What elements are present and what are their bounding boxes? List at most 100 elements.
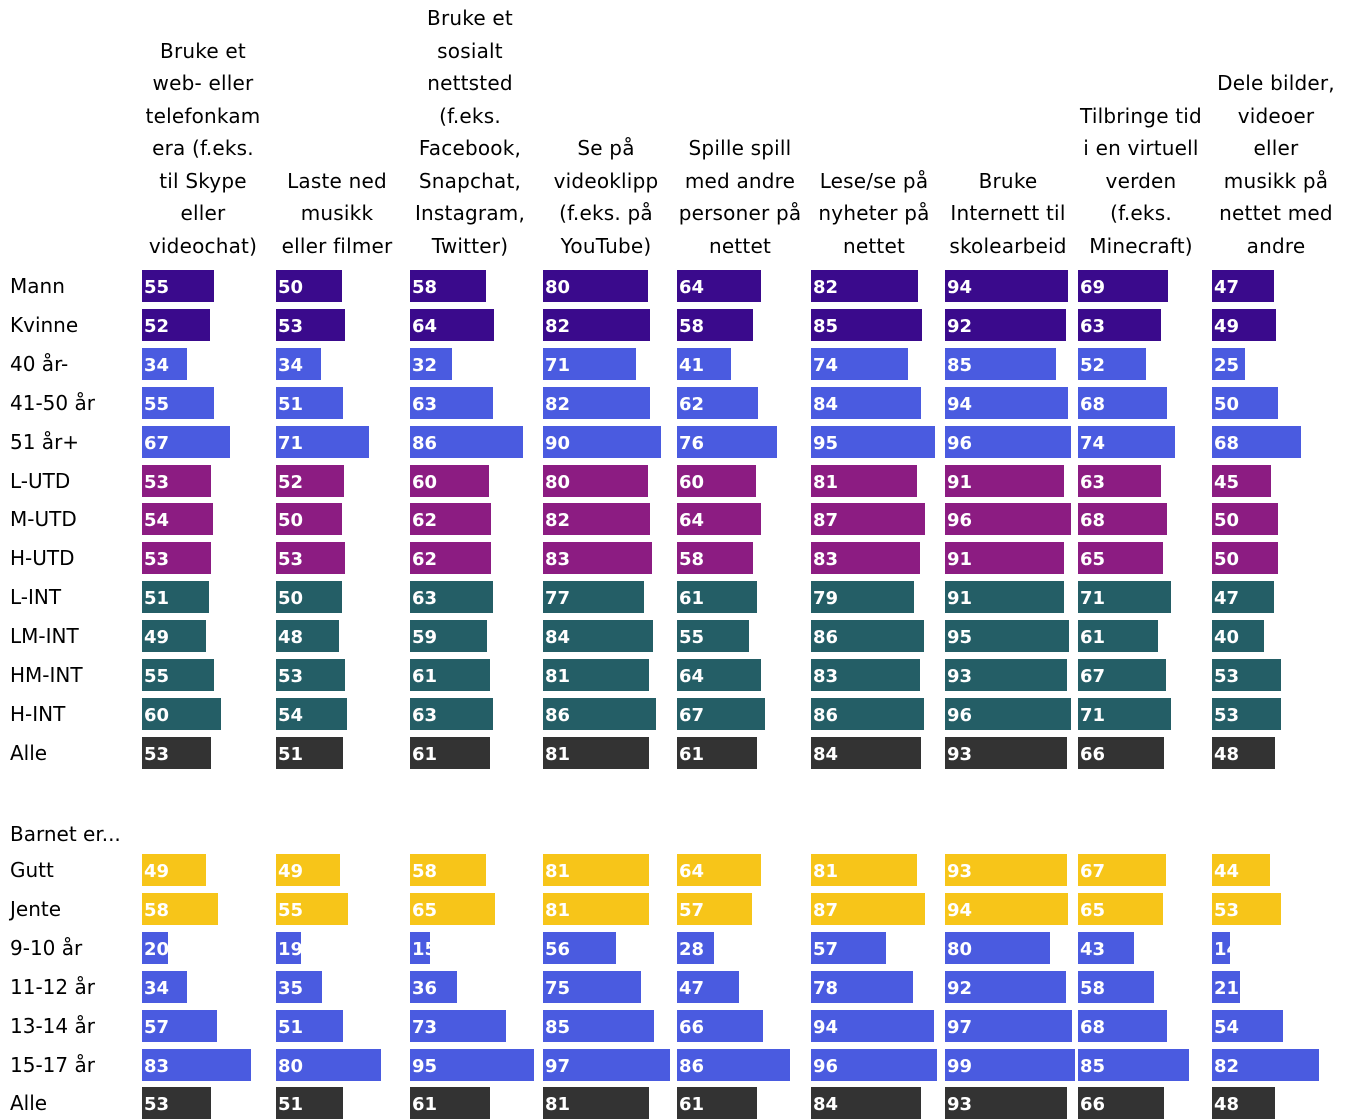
bar — [1212, 854, 1270, 886]
bar — [543, 970, 641, 1003]
bar-value-label: 50 — [278, 588, 304, 610]
bar — [410, 736, 490, 769]
bar — [142, 1048, 251, 1081]
bar — [945, 1048, 1075, 1081]
bar-value-label: 63 — [412, 393, 438, 415]
bar — [677, 542, 753, 575]
bar — [142, 736, 211, 769]
bar-value-label: 51 — [278, 393, 304, 415]
bar — [677, 659, 761, 691]
bar — [543, 620, 653, 653]
bar-value-label: 96 — [813, 1055, 839, 1077]
bar-value-label: 55 — [679, 627, 705, 649]
bar-value-label: 81 — [545, 666, 571, 687]
bar — [543, 386, 650, 419]
bar-value-label: 94 — [813, 1016, 839, 1038]
column-header-line: skolearbeid — [949, 233, 1067, 258]
column-header-line: andre — [1246, 233, 1306, 258]
bar-value-label: 61 — [679, 1094, 705, 1116]
bar — [410, 503, 491, 536]
bar — [276, 892, 348, 925]
bar-value-label: 53 — [144, 1094, 170, 1116]
bar-value-label: 49 — [1214, 315, 1240, 337]
column-header-line: Instagram, — [414, 201, 526, 225]
column-header: Dele bilder, videoer eller musikk på nettet … — [1209, 0, 1343, 262]
bar-value-label: 81 — [545, 861, 571, 882]
bar-value-label: 99 — [947, 1055, 973, 1077]
bar — [410, 581, 493, 614]
bar — [945, 1009, 1072, 1042]
column-header: Bruke et web- eller telefonkam era (f.eks. t… — [136, 0, 270, 262]
bar-value-label: 47 — [679, 977, 705, 999]
bar — [811, 620, 924, 653]
bar — [142, 308, 210, 341]
bar — [811, 970, 913, 1003]
bar-value-label: 80 — [545, 471, 571, 493]
column-header-line: videoklipp — [553, 168, 659, 193]
bar-value-label: 34 — [144, 354, 170, 376]
bar — [410, 1087, 490, 1119]
column-header-line: era (f.eks. — [152, 136, 254, 160]
bar — [410, 1048, 534, 1081]
bar-value-label: 71 — [278, 432, 304, 454]
bar-value-label: 15 — [412, 938, 438, 960]
row-label: L-UTD — [10, 468, 71, 493]
bar-value-label: 50 — [1214, 510, 1240, 532]
column-header-line: eller filmer — [281, 233, 393, 258]
bar-value-label: 54 — [278, 704, 304, 726]
bar-value-label: 61 — [412, 743, 438, 765]
bar-value-label: 71 — [545, 354, 571, 376]
bar — [677, 425, 777, 458]
bar — [1212, 347, 1245, 380]
column-header-line: Tilbringe tid — [1080, 103, 1202, 128]
bar-value-label: 63 — [1080, 471, 1106, 493]
bar-value-label: 83 — [545, 549, 571, 571]
bar-value-label: 74 — [1080, 432, 1106, 454]
bar — [410, 464, 489, 497]
bar-value-label: 92 — [947, 977, 973, 999]
bar — [1212, 464, 1271, 497]
bar — [543, 270, 648, 302]
bar — [142, 270, 214, 302]
bar-value-label: 59 — [412, 627, 438, 649]
bar-value-label: 71 — [1080, 588, 1106, 610]
bar-value-label: 51 — [278, 743, 304, 765]
bar-value-label: 95 — [947, 627, 973, 649]
bar-value-label: 61 — [679, 588, 705, 610]
bar-value-label: 49 — [144, 861, 170, 882]
bar — [945, 931, 1050, 964]
bar — [677, 697, 765, 730]
bar-value-label: 64 — [679, 277, 705, 298]
bar-value-label: 86 — [545, 704, 571, 726]
bar — [543, 1048, 670, 1081]
bar-value-label: 95 — [813, 432, 839, 454]
bar — [142, 659, 214, 691]
column-header-line: videochat) — [148, 233, 258, 258]
bar-value-label: 19 — [278, 938, 304, 960]
bar-value-label: 58 — [412, 277, 438, 298]
bar-value-label: 53 — [278, 666, 304, 687]
column-header-line: (f.eks. på — [559, 201, 653, 225]
bar-value-label: 53 — [278, 315, 304, 337]
bar — [410, 270, 486, 302]
bar — [410, 1009, 506, 1042]
bar-value-label: 85 — [1080, 1055, 1106, 1077]
bar — [142, 1009, 217, 1042]
bar — [1212, 542, 1278, 575]
bar — [1212, 270, 1274, 302]
bar-value-label: 55 — [278, 899, 304, 921]
column-header-line: Lese/se på — [819, 168, 929, 193]
bar — [1078, 464, 1161, 497]
row-label: Gutt — [10, 858, 54, 882]
bar — [543, 892, 649, 925]
bar-value-label: 41 — [679, 354, 705, 376]
bar-value-label: 40 — [1214, 627, 1240, 649]
bar-value-label: 60 — [679, 471, 705, 493]
bar-value-label: 51 — [278, 1016, 304, 1038]
bar — [142, 697, 221, 730]
column-header-line: verden — [1105, 168, 1177, 193]
column-header-line: nettet med — [1219, 201, 1333, 225]
bar — [945, 1087, 1067, 1119]
bar — [1212, 1009, 1283, 1042]
bar — [811, 503, 925, 536]
